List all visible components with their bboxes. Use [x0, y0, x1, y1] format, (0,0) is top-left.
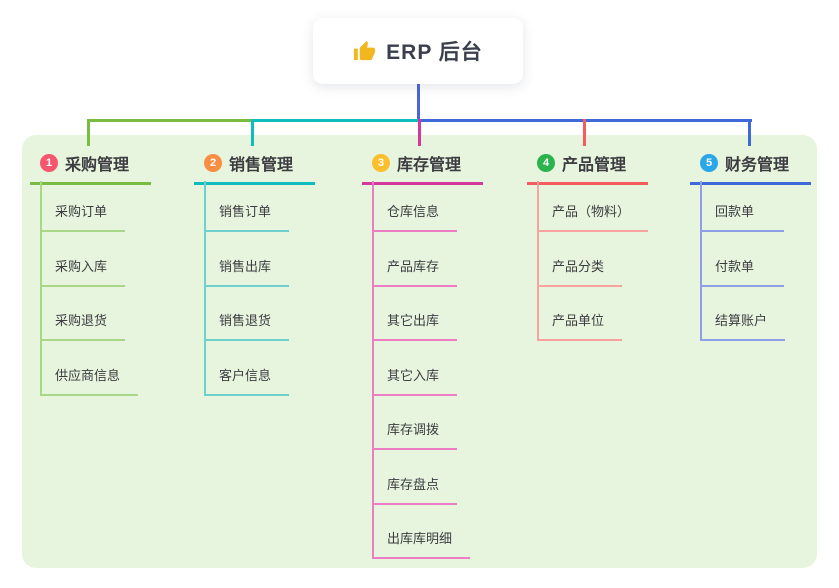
branch-child-connector: [372, 181, 374, 559]
branch-node-sales[interactable]: 2 销售管理: [194, 145, 316, 185]
root-node[interactable]: ERP 后台: [313, 18, 523, 84]
branch-label: 产品管理: [562, 157, 627, 174]
child-node[interactable]: 销售订单: [204, 201, 290, 232]
connector-segment-sales: [252, 119, 420, 122]
child-node[interactable]: 付款单: [700, 256, 784, 287]
child-node[interactable]: 其它出库: [372, 310, 458, 341]
branch-inventory-management: 3 库存管理 仓库信息 产品库存 其它出库 其它入库 库存调拨 库存盘点 出库库…: [362, 145, 532, 559]
branch-children: 采购订单 采购入库 采购退货 供应商信息: [40, 201, 139, 396]
child-node[interactable]: 产品（物料）: [537, 201, 649, 232]
branch-node-purchase[interactable]: 1 采购管理: [30, 145, 152, 185]
branch-node-product[interactable]: 4 产品管理: [527, 145, 649, 185]
child-node[interactable]: 采购订单: [40, 201, 126, 232]
connector-drop-purchase: [87, 119, 90, 146]
child-node[interactable]: 其它入库: [372, 365, 458, 396]
connector-drop-finance: [748, 119, 751, 146]
child-node[interactable]: 产品分类: [537, 256, 623, 287]
root-connector-line: [417, 84, 420, 121]
branch-badge: 4: [537, 154, 555, 172]
branch-badge: 2: [204, 154, 222, 172]
child-node[interactable]: 出库库明细: [372, 528, 471, 559]
child-node[interactable]: 销售退货: [204, 310, 290, 341]
branch-child-connector: [537, 181, 539, 341]
child-node[interactable]: 采购入库: [40, 256, 126, 287]
branch-purchase-management: 1 采购管理 采购订单 采购入库 采购退货 供应商信息: [30, 145, 200, 396]
root-node-label: ERP 后台: [386, 41, 483, 64]
connector-drop-inventory: [418, 119, 421, 146]
branch-label: 财务管理: [725, 157, 790, 174]
branch-product-management: 4 产品管理 产品（物料） 产品分类 产品单位: [527, 145, 697, 341]
branch-label: 库存管理: [397, 157, 462, 174]
child-node[interactable]: 产品库存: [372, 256, 458, 287]
branch-label: 销售管理: [229, 157, 294, 174]
branch-child-connector: [40, 181, 42, 395]
branch-child-connector: [700, 181, 702, 341]
branch-children: 销售订单 销售出库 销售退货 客户信息: [204, 201, 290, 396]
thumbs-up-icon: [353, 40, 376, 63]
branch-badge: 5: [700, 154, 718, 172]
child-node[interactable]: 仓库信息: [372, 201, 458, 232]
connector-segment-purchase: [88, 119, 253, 122]
child-node[interactable]: 回款单: [700, 201, 784, 232]
branch-badge: 3: [372, 154, 390, 172]
child-node[interactable]: 结算账户: [700, 310, 786, 341]
branch-children: 回款单 付款单 结算账户: [700, 201, 786, 341]
connector-drop-product: [583, 119, 586, 146]
branch-child-connector: [204, 181, 206, 395]
child-node[interactable]: 供应商信息: [40, 365, 139, 396]
child-node[interactable]: 库存调拨: [372, 419, 458, 450]
branches-panel: [22, 135, 817, 568]
child-node[interactable]: 产品单位: [537, 310, 623, 341]
branch-finance-management: 5 财务管理 回款单 付款单 结算账户: [690, 145, 839, 341]
branch-label: 采购管理: [65, 157, 130, 174]
branch-node-inventory[interactable]: 3 库存管理: [362, 145, 484, 185]
branch-sales-management: 2 销售管理 销售订单 销售出库 销售退货 客户信息: [194, 145, 364, 396]
child-node[interactable]: 销售出库: [204, 256, 290, 287]
branch-node-finance[interactable]: 5 财务管理: [690, 145, 812, 185]
branch-badge: 1: [40, 154, 58, 172]
connector-drop-sales: [251, 119, 254, 146]
branch-children: 产品（物料） 产品分类 产品单位: [537, 201, 649, 341]
child-node[interactable]: 库存盘点: [372, 474, 458, 505]
child-node[interactable]: 采购退货: [40, 310, 126, 341]
branch-children: 仓库信息 产品库存 其它出库 其它入库 库存调拨 库存盘点 出库库明细: [372, 201, 471, 559]
child-node[interactable]: 客户信息: [204, 365, 290, 396]
